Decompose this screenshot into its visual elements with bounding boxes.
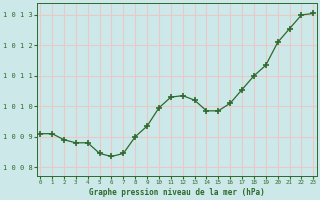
X-axis label: Graphe pression niveau de la mer (hPa): Graphe pression niveau de la mer (hPa) [89, 188, 265, 197]
